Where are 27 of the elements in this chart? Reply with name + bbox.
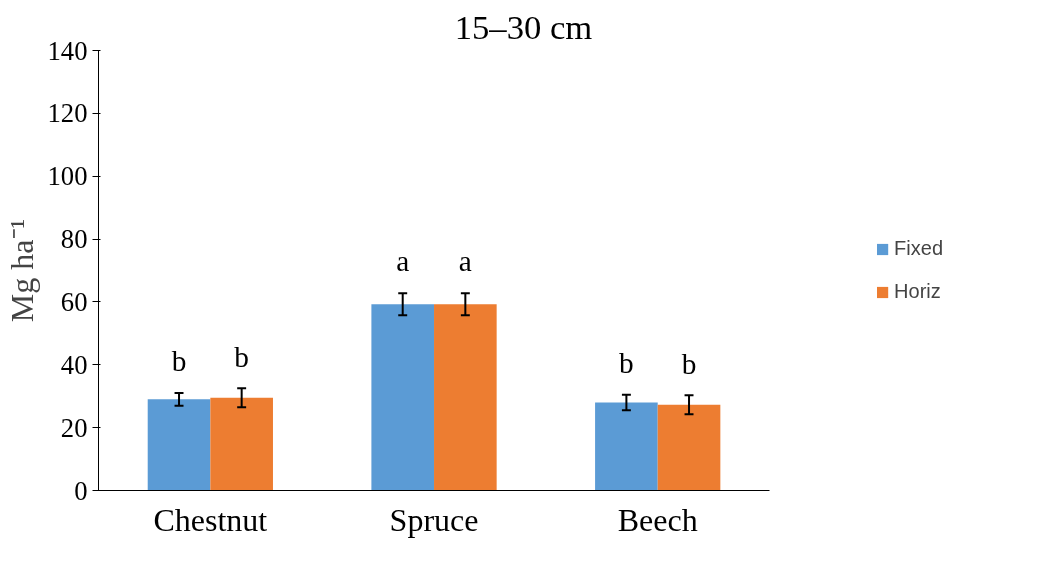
y-tick-label: 100: [47, 161, 88, 192]
annotation: b: [619, 346, 634, 379]
legend-label: Fixed: [894, 237, 943, 260]
annotation: b: [681, 347, 697, 380]
bar: [371, 304, 435, 491]
y-tick-label: 120: [47, 98, 88, 129]
annotation: a: [396, 245, 410, 278]
x-tick-label: Beech: [617, 501, 698, 538]
annotation: b: [171, 345, 187, 378]
y-tick-label: 20: [60, 412, 88, 443]
legend-label: Horiz: [894, 280, 941, 303]
x-tick-label: Chestnut: [153, 501, 268, 538]
bar: [595, 402, 658, 491]
y-tick-label: 40: [60, 349, 88, 380]
bar: [657, 404, 721, 491]
x-tick-label: Spruce: [389, 501, 479, 538]
bar: [147, 399, 211, 491]
annotation: a: [458, 245, 472, 278]
y-axis-title: Mg ha⁻¹: [3, 218, 40, 323]
y-tick-label: 60: [60, 286, 88, 317]
bar: [434, 304, 497, 491]
annotation: b: [234, 340, 249, 373]
y-tick-label: 0: [74, 475, 88, 506]
bar: [210, 397, 273, 491]
y-tick-label: 140: [47, 35, 88, 66]
chart-title: 15–30 cm: [454, 7, 593, 46]
y-tick-label: 80: [60, 224, 88, 255]
